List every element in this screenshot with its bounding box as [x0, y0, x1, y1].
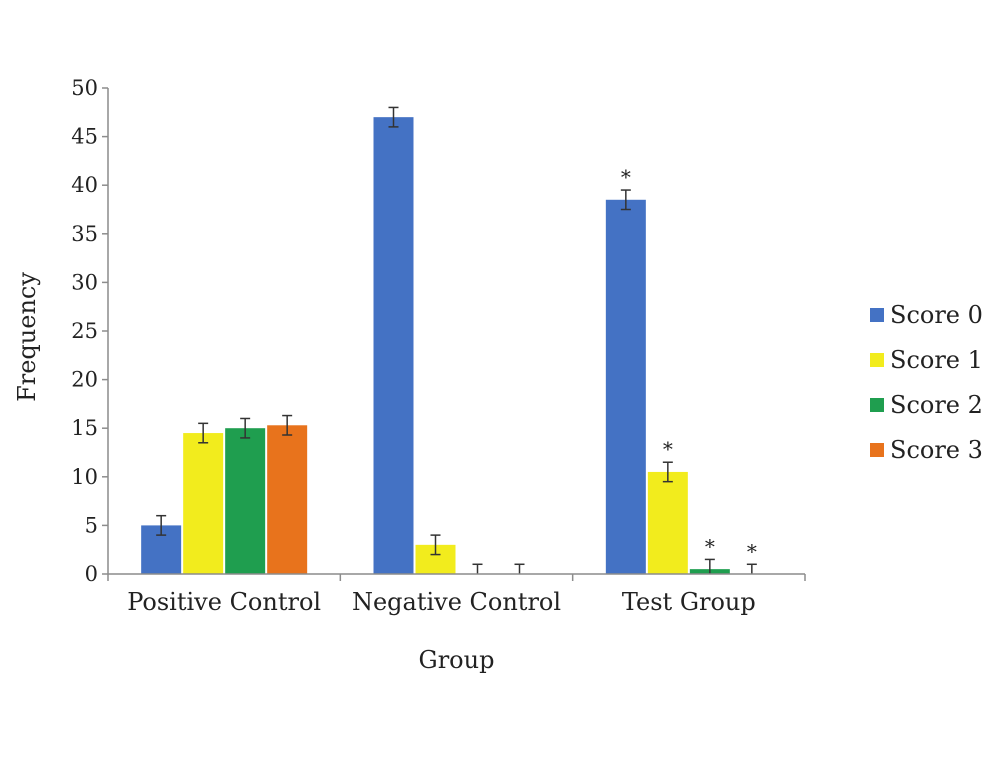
bar — [605, 199, 646, 574]
significance-marker: * — [705, 534, 715, 558]
x-axis-title: Group — [419, 646, 495, 674]
x-axis-ticks: Positive Control Negative Control Test Gro… — [107, 574, 806, 616]
legend: Score 0 Score 1 Score 2 Score 3 — [870, 301, 983, 464]
x-category-label: Negative Control — [352, 588, 561, 616]
bar — [183, 433, 224, 574]
bar — [225, 428, 266, 574]
bars: * * * * — [141, 106, 757, 574]
legend-label: Score 2 — [890, 391, 983, 419]
legend-swatch — [870, 353, 884, 367]
y-tick-label: 20 — [71, 368, 98, 392]
bar — [647, 471, 688, 574]
significance-marker: * — [621, 165, 631, 189]
x-category-label: Positive Control — [127, 588, 321, 616]
legend-label: Score 0 — [890, 301, 983, 329]
y-tick-label: 35 — [71, 222, 98, 246]
y-axis-title: Frequency — [13, 272, 41, 402]
y-tick-label: 40 — [71, 173, 98, 197]
significance-marker: * — [747, 539, 757, 563]
bar — [267, 425, 308, 574]
significance-marker: * — [663, 437, 673, 461]
y-tick-label: 45 — [71, 125, 98, 149]
x-category-label: Test Group — [622, 588, 756, 616]
y-tick-label: 5 — [85, 513, 98, 537]
y-tick-label: 15 — [71, 416, 98, 440]
y-tick-label: 10 — [71, 465, 98, 489]
y-tick-label: 0 — [85, 562, 98, 586]
y-tick-label: 50 — [71, 76, 98, 100]
y-tick-label: 30 — [71, 270, 98, 294]
legend-swatch — [870, 443, 884, 457]
y-axis-ticks: 0 5 10 15 20 25 30 35 40 45 50 — [71, 76, 108, 586]
bar — [373, 117, 414, 574]
legend-label: Score 1 — [890, 346, 983, 374]
legend-swatch — [870, 308, 884, 322]
legend-label: Score 3 — [890, 436, 983, 464]
y-tick-label: 25 — [71, 319, 98, 343]
legend-swatch — [870, 398, 884, 412]
